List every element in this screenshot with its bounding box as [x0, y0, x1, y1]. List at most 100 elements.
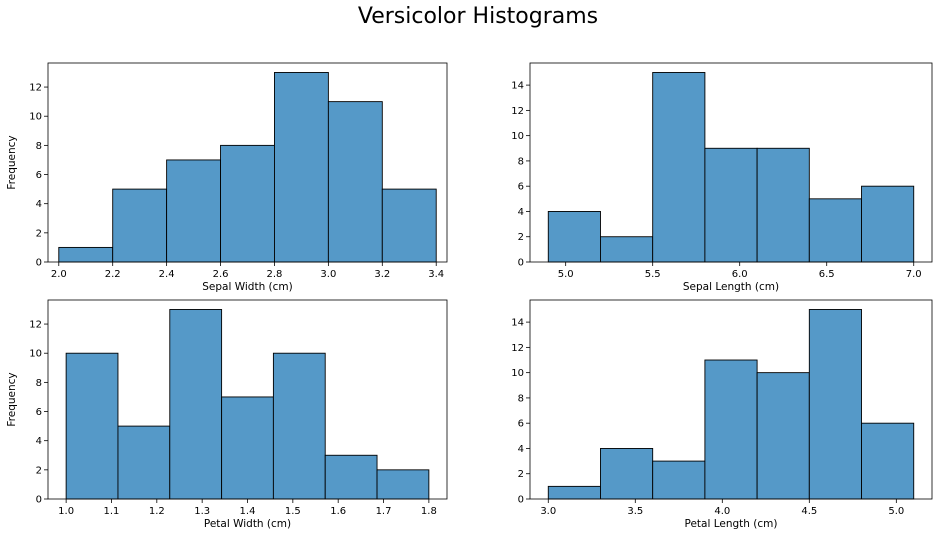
- histogram-bar: [600, 448, 654, 500]
- x-tick-label: 3.2: [374, 269, 390, 280]
- histogram-bar: [376, 469, 430, 500]
- histogram-bar: [117, 425, 171, 500]
- y-tick-label: 12: [511, 343, 524, 354]
- histogram-bar: [381, 188, 437, 263]
- y-tick-label: 10: [511, 368, 524, 379]
- x-tick-label: 1.1: [104, 506, 120, 517]
- histogram-bar: [756, 372, 810, 500]
- histogram-panel-2: 5.0 5.5 6.0 6.5 7.0 0 2 4 6 8 10 12 14 Sepal Length (…: [511, 62, 933, 293]
- y-tick-label: 8: [518, 156, 524, 167]
- y-tick-label: 6: [36, 407, 42, 418]
- y-tick-label: 10: [29, 349, 42, 360]
- histogram-bar: [58, 246, 114, 263]
- x-tick-label: 1.6: [330, 506, 346, 517]
- y-tick-label: 6: [518, 182, 524, 193]
- x-tick-label: 1.2: [149, 506, 165, 517]
- y-tick-label: 2: [36, 465, 42, 476]
- histogram-bar: [272, 352, 326, 500]
- x-tick-label: 6.0: [732, 269, 748, 280]
- x-tick-label: 5.0: [888, 506, 904, 517]
- figure-title: Versicolor Histograms: [358, 4, 598, 29]
- y-tick-label: 12: [511, 106, 524, 117]
- histogram-bar: [652, 72, 706, 263]
- x-tick-label: 5.0: [558, 269, 574, 280]
- y-tick-label: 12: [29, 320, 42, 331]
- y-tick-label: 0: [518, 495, 524, 506]
- x-tick-label: 1.5: [285, 506, 301, 517]
- x-axis-label: Petal Length (cm): [685, 518, 778, 530]
- y-tick-label: 8: [36, 141, 42, 152]
- y-tick-label: 2: [518, 469, 524, 480]
- x-tick-label: 4.5: [801, 506, 817, 517]
- x-axis-label: Sepal Width (cm): [202, 281, 293, 293]
- y-axis-label: Frequency: [6, 135, 18, 189]
- histogram-bar: [861, 422, 915, 500]
- y-tick-label: 0: [518, 258, 524, 269]
- x-tick-label: 2.2: [105, 269, 121, 280]
- y-tick-label: 4: [518, 207, 524, 218]
- y-tick-label: 0: [36, 495, 42, 506]
- x-tick-label: 2.0: [51, 269, 67, 280]
- y-tick-label: 14: [511, 318, 524, 329]
- histogram-bar: [221, 396, 274, 500]
- histogram-panel-3: 1.0 1.1 1.2 1.3 1.4 1.5 1.6 1.7 1.8 0 2 4 6 8 10 12 Peta…: [6, 299, 448, 530]
- y-tick-label: 2: [36, 228, 42, 239]
- y-tick-label: 8: [36, 378, 42, 389]
- histogram-bar: [220, 144, 275, 263]
- x-tick-label: 1.0: [58, 506, 74, 517]
- histogram-bar: [112, 188, 168, 263]
- plot-frame: [529, 62, 933, 263]
- x-tick-label: 2.4: [159, 269, 175, 280]
- y-axis-label: Frequency: [6, 372, 18, 426]
- y-tick-label: 10: [511, 131, 524, 142]
- x-tick-label: 3.0: [540, 506, 556, 517]
- histogram-bar: [169, 309, 223, 500]
- y-tick-label: 4: [36, 436, 42, 447]
- histogram-bar: [756, 147, 810, 263]
- histogram-bar: [327, 101, 383, 263]
- x-tick-label: 4.0: [714, 506, 730, 517]
- y-tick-label: 10: [29, 112, 42, 123]
- histogram-bar: [547, 211, 601, 263]
- y-tick-label: 2: [518, 232, 524, 243]
- x-tick-label: 6.5: [819, 269, 835, 280]
- histogram-bar: [274, 72, 329, 263]
- y-tick-label: 8: [518, 393, 524, 404]
- histogram-bar: [808, 198, 862, 263]
- histogram-bar: [324, 454, 378, 500]
- histogram-bar: [808, 309, 862, 500]
- x-tick-label: 5.5: [645, 269, 661, 280]
- x-tick-label: 1.7: [376, 506, 392, 517]
- histogram-bar: [652, 460, 706, 500]
- x-tick-label: 7.0: [906, 269, 922, 280]
- x-tick-label: 1.3: [194, 506, 210, 517]
- x-tick-label: 3.4: [428, 269, 444, 280]
- histogram-bar: [704, 359, 758, 500]
- histogram-bar: [861, 185, 915, 263]
- histogram-panel-1: 2.0 2.2 2.4 2.6 2.8 3.0 3.2 3.4 0 2 4 6 8 10 12 Sepal W…: [6, 62, 448, 293]
- y-tick-label: 6: [36, 170, 42, 181]
- x-tick-label: 2.6: [213, 269, 229, 280]
- x-axis-label: Petal Width (cm): [204, 518, 291, 530]
- y-tick-label: 6: [518, 419, 524, 430]
- histogram-panels: 2.0 2.2 2.4 2.6 2.8 3.0 3.2 3.4 0 2 4 6 8 10 12 Sepal W…: [6, 62, 933, 530]
- plot-frame: [529, 299, 933, 500]
- histogram-bar: [704, 147, 758, 263]
- histogram-bar: [65, 352, 119, 500]
- y-tick-label: 14: [511, 81, 524, 92]
- y-tick-label: 0: [36, 258, 42, 269]
- histogram-panel-4: 3.0 3.5 4.0 4.5 5.0 0 2 4 6 8 10 12 14 Petal Length (…: [511, 299, 933, 530]
- plot-frame: [47, 62, 448, 263]
- y-tick-label: 4: [36, 199, 42, 210]
- histogram-bar: [547, 485, 601, 500]
- histogram-bar: [166, 159, 221, 263]
- x-tick-label: 1.4: [240, 506, 256, 517]
- y-tick-label: 12: [29, 83, 42, 94]
- histogram-bar: [600, 236, 654, 263]
- x-tick-label: 2.8: [267, 269, 283, 280]
- x-tick-label: 3.0: [320, 269, 336, 280]
- x-tick-label: 3.5: [627, 506, 643, 517]
- x-tick-label: 1.8: [421, 506, 437, 517]
- x-axis-label: Sepal Length (cm): [683, 281, 779, 293]
